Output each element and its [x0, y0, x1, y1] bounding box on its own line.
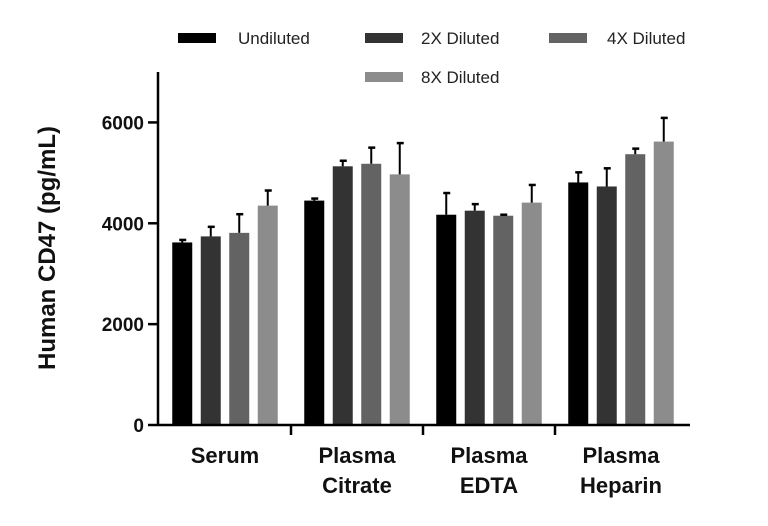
x-category-label-line: Plasma [318, 443, 396, 468]
y-tick-label: 0 [133, 416, 144, 437]
y-tick-label: 4000 [102, 214, 144, 235]
x-category-label: Plasma EDTA [450, 443, 528, 498]
bar [229, 232, 250, 425]
legend-label: 2X Diluted [421, 29, 499, 48]
bar [464, 210, 485, 425]
bar [493, 215, 514, 425]
bar [361, 163, 382, 425]
legend-swatch [549, 33, 587, 43]
bar [596, 186, 617, 425]
x-category-label: Serum [191, 443, 259, 468]
legend-swatch [178, 33, 216, 43]
x-ticks-group: Serum Plasma Citrate Plasma EDTA Plasma Hepari… [191, 425, 662, 498]
x-category-label-line: Heparin [580, 473, 662, 498]
x-category-label-line: EDTA [460, 473, 518, 498]
legend-swatch [365, 72, 403, 82]
bar [568, 182, 589, 425]
x-category-label: Plasma Citrate [318, 443, 396, 498]
bars-group [172, 116, 674, 425]
y-axis-title: Human CD47 (pg/mL) [34, 126, 61, 370]
legend-label: 4X Diluted [607, 29, 685, 48]
bar [389, 174, 410, 425]
x-category-label-line: Citrate [322, 473, 392, 498]
x-category-label-line: Plasma [582, 443, 660, 468]
x-category-label-line: Serum [191, 443, 259, 468]
bar [653, 141, 674, 425]
bar [436, 214, 457, 425]
bar [172, 242, 193, 425]
legend-label: 8X Diluted [421, 68, 499, 87]
bar [200, 236, 221, 425]
bar [625, 154, 646, 425]
legend-label: Undiluted [238, 29, 310, 48]
y-ticks-group: 0 2000 4000 6000 [102, 113, 158, 437]
x-category-label-line: Plasma [450, 443, 528, 468]
legend-swatch [365, 33, 403, 43]
y-tick-label: 6000 [102, 113, 144, 134]
bar [332, 166, 353, 425]
y-tick-label: 2000 [102, 315, 144, 336]
bar [304, 200, 325, 425]
x-category-label: Plasma Heparin [580, 443, 662, 498]
bar [521, 202, 542, 425]
chart-legend: Undiluted 2X Diluted 4X Diluted 8X Diluted [178, 29, 685, 87]
bar [257, 205, 278, 425]
